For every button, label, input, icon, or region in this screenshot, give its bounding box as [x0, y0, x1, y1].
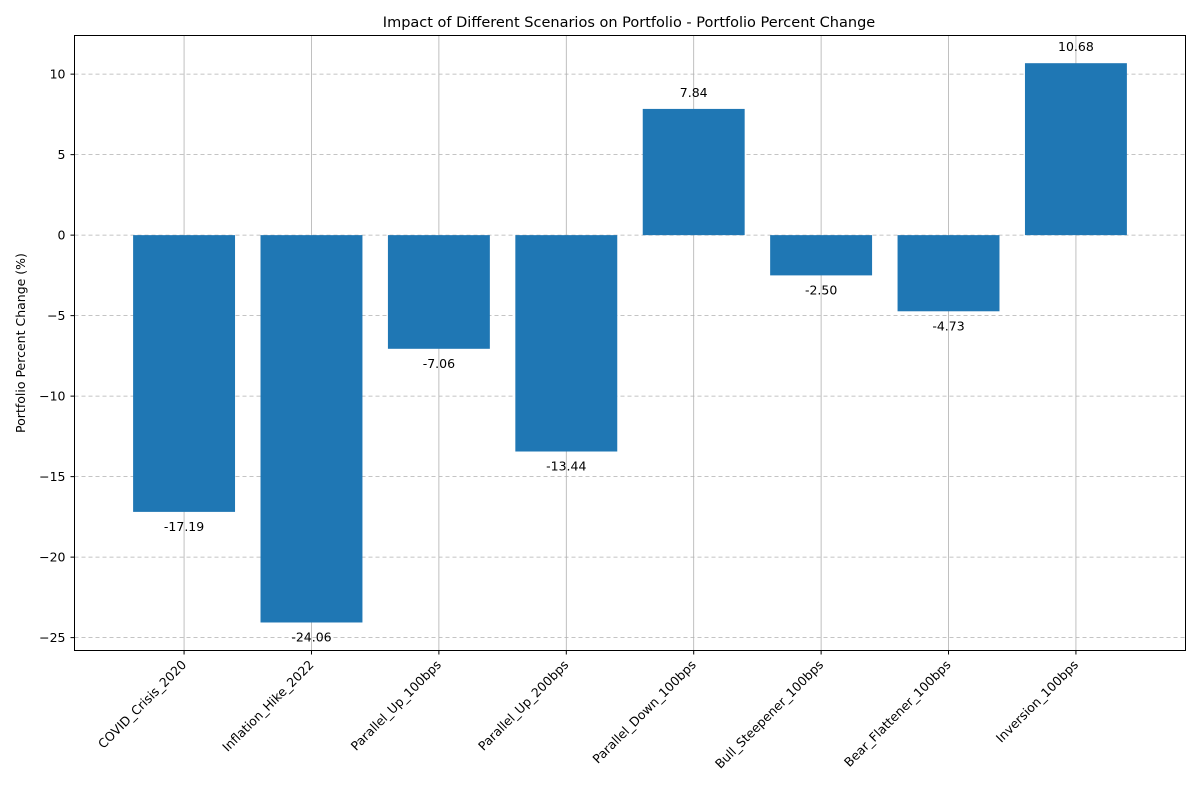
y-tick-label: −20: [39, 550, 65, 565]
bar-value-label: -13.44: [546, 459, 586, 474]
y-axis-label: Portfolio Percent Change (%): [13, 253, 28, 433]
x-tick-label: Inflation_Hike_2022: [219, 657, 316, 754]
x-tick-label: Bull_Steepener_100bps: [712, 657, 826, 771]
x-tick-label: Parallel_Up_200bps: [475, 657, 571, 753]
bar-value-label: 10.68: [1058, 39, 1094, 54]
y-tick-label: −25: [39, 630, 65, 645]
bar: [642, 108, 745, 236]
bar: [897, 235, 1000, 312]
bar-value-label: -7.06: [423, 356, 455, 371]
bar: [133, 235, 236, 512]
x-tick-label: Inversion_100bps: [993, 657, 1081, 745]
x-tick-label: COVID_Crisis_2020: [95, 657, 189, 751]
x-tick-label: Bear_Flattener_100bps: [841, 657, 954, 770]
grid-lines: [74, 35, 1186, 651]
y-tick-label: −10: [39, 389, 65, 404]
y-tick-label: −15: [39, 469, 65, 484]
bar: [1024, 63, 1127, 236]
y-tick-label: 5: [58, 147, 66, 162]
bar-value-label: -17.19: [164, 519, 204, 534]
y-tick-label: −5: [47, 308, 65, 323]
x-tick-label: Parallel_Up_100bps: [348, 657, 444, 753]
chart-title: Impact of Different Scenarios on Portfol…: [383, 15, 875, 31]
value-labels: -17.19 -24.06 -7.06 -13.44 7.84 -2.50 -4.73 10.…: [164, 39, 1094, 644]
bar: [770, 235, 873, 276]
bar-value-label: -24.06: [291, 629, 331, 644]
bar-value-label: -4.73: [932, 318, 964, 333]
y-tick-label: 10: [50, 67, 66, 82]
plot-frame: [74, 35, 1186, 651]
bars: [133, 63, 1127, 623]
bar: [260, 235, 363, 623]
bar-value-label: 7.84: [680, 85, 708, 100]
bar: [387, 235, 490, 349]
bar: [515, 235, 618, 452]
y-tick-label: 0: [58, 228, 66, 243]
x-tick-label: Parallel_Down_100bps: [589, 657, 698, 766]
bar-value-label: -2.50: [805, 282, 837, 297]
